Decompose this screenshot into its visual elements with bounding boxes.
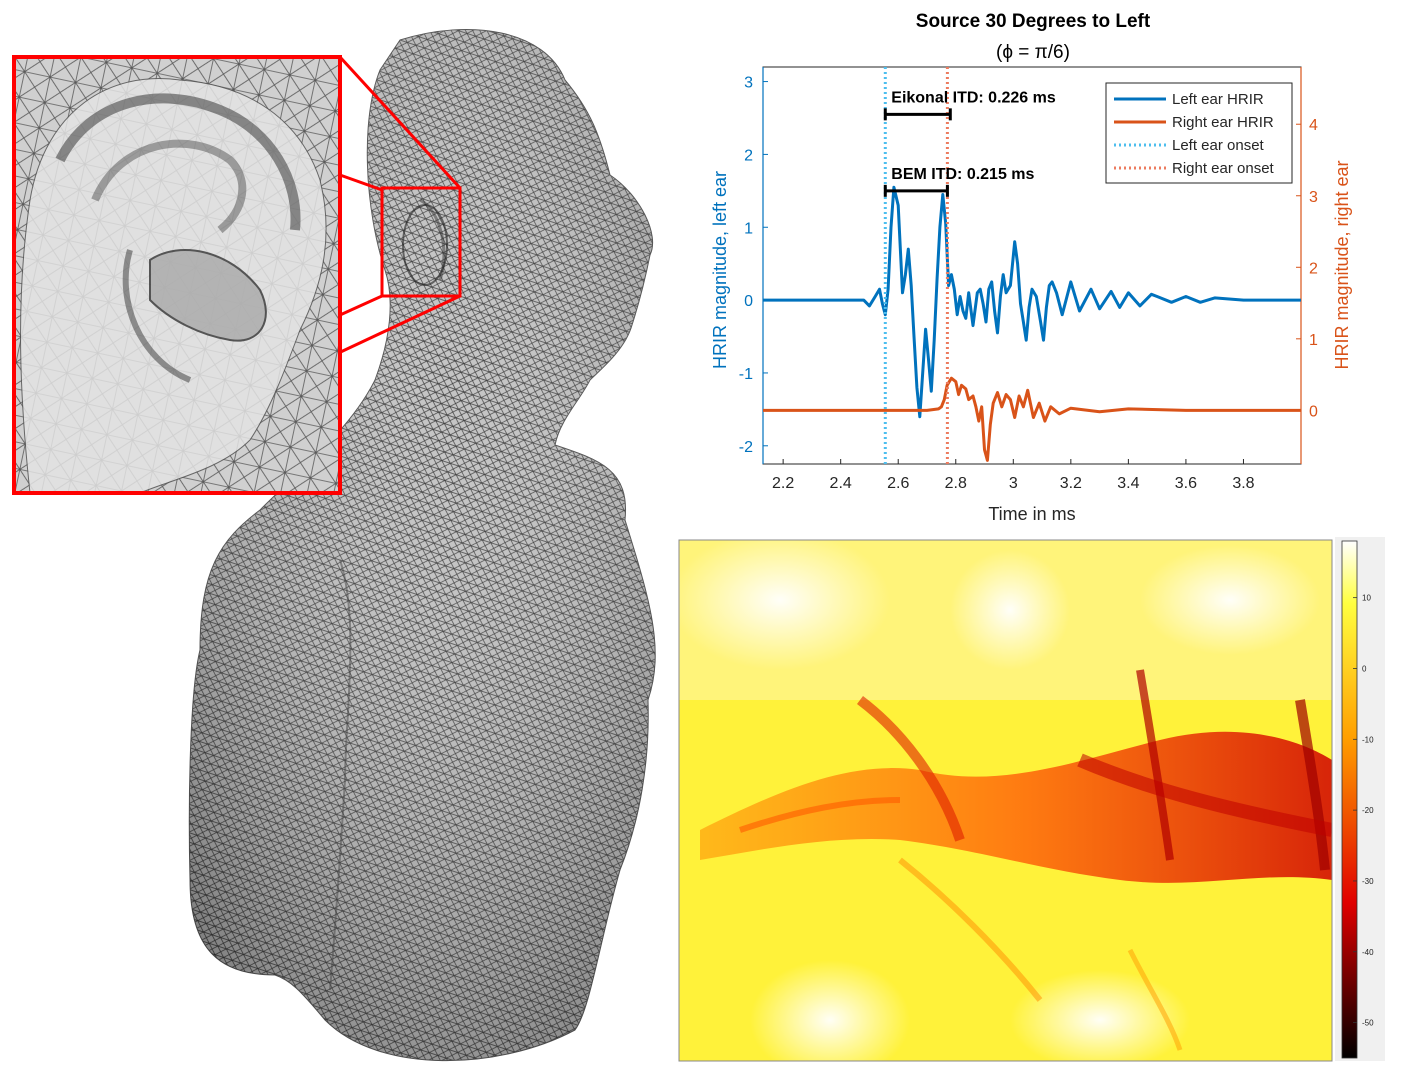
y-right-tick-label: 3 <box>1309 189 1318 206</box>
series-right-ear-hrir <box>763 376 1301 462</box>
colorbar-tick-label: -40 <box>1362 948 1374 957</box>
colorbar-tick-label: -10 <box>1362 735 1374 744</box>
x-axis-label: Time in ms <box>988 504 1075 524</box>
y-left-tick-label: 2 <box>744 147 753 164</box>
ear-inset-frame <box>12 55 342 495</box>
y-right-axis-ticks: 0 1 2 3 4 <box>1296 67 1318 464</box>
chart-title: Source 30 Degrees to Left <box>916 11 1151 32</box>
colorbar-ticks: 10 0 -10 -20 -30 -40 -50 <box>1353 594 1374 1028</box>
y-left-tick-label: 3 <box>744 75 753 92</box>
hrir-chart: Source 30 Degrees to Left (ϕ = π/6) 2.2 2… <box>710 11 1352 524</box>
chart-subtitle: (ϕ = π/6) <box>996 42 1070 63</box>
colorbar-tick-label: -30 <box>1362 877 1374 886</box>
y-left-tick-label: -2 <box>739 439 753 456</box>
y-left-axis-ticks: -2 -1 0 1 2 3 <box>739 67 768 464</box>
x-axis-ticks: 2.2 2.4 2.6 2.8 3 3.2 3.4 3.6 3.8 <box>772 459 1255 492</box>
x-tick-label: 3.2 <box>1060 475 1082 492</box>
heatmap-frame <box>678 539 1333 1062</box>
legend-label: Left ear onset <box>1172 137 1265 154</box>
y-right-tick-label: 1 <box>1309 332 1318 349</box>
y-left-tick-label: 0 <box>744 293 753 310</box>
legend-label: Left ear HRIR <box>1172 91 1264 108</box>
y-right-tick-label: 0 <box>1309 403 1318 420</box>
series-left-ear-hrir <box>763 185 1301 419</box>
legend-label: Right ear onset <box>1172 160 1275 177</box>
y-right-tick-label: 4 <box>1309 117 1318 134</box>
chart-legend: Left ear HRIR Right ear HRIR Left ear onse… <box>1105 82 1293 184</box>
x-tick-label: 2.2 <box>772 475 794 492</box>
ear-inset <box>12 55 342 495</box>
y-left-tick-label: -1 <box>739 366 753 383</box>
heatmap-image <box>679 540 1332 1061</box>
x-tick-label: 3 <box>1009 475 1018 492</box>
colorbar-tick-label: 10 <box>1362 594 1371 603</box>
x-tick-label: 2.8 <box>945 475 967 492</box>
itd-annotations: Eikonal ITD: 0.226 ms BEM ITD: 0.215 ms <box>883 89 1056 197</box>
colorbar-tick-label: -50 <box>1362 1019 1374 1028</box>
colorbar-tick-label: 0 <box>1362 664 1367 673</box>
legend-label: Right ear HRIR <box>1172 114 1274 131</box>
y-left-axis-label: HRIR magnitude, left ear <box>710 171 730 369</box>
colorbar <box>1341 540 1358 1059</box>
x-tick-label: 3.6 <box>1175 475 1197 492</box>
ear-highlight-box <box>380 186 462 298</box>
y-right-tick-label: 2 <box>1309 260 1318 277</box>
x-tick-label: 2.6 <box>887 475 909 492</box>
x-tick-label: 3.4 <box>1117 475 1139 492</box>
series-layer <box>763 67 1301 464</box>
itd-label: BEM ITD: 0.215 ms <box>891 166 1034 183</box>
colorbar-tick-label: -20 <box>1362 806 1374 815</box>
heatmap-panel: 10 0 -10 -20 -30 -40 -50 <box>678 537 1385 1062</box>
y-left-tick-label: 1 <box>744 220 753 237</box>
itd-label: Eikonal ITD: 0.226 ms <box>891 89 1056 106</box>
x-tick-label: 2.4 <box>830 475 852 492</box>
torso-mesh-illustration <box>188 28 656 1062</box>
y-right-axis-label: HRIR magnitude, right ear <box>1332 160 1352 369</box>
x-tick-label: 3.8 <box>1232 475 1254 492</box>
